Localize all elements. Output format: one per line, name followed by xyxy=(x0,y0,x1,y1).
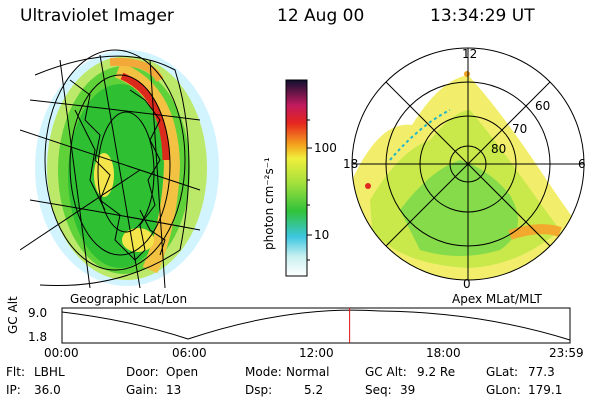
colorbar-tick-100: 100 xyxy=(314,141,337,155)
seq-value: 39 xyxy=(400,383,416,397)
ip-value: 36.0 xyxy=(34,383,61,397)
altitude-ytick-1-8: 1.8 xyxy=(28,330,48,344)
mlt-label-12: 12 xyxy=(462,47,478,61)
left-panel-caption: Geographic Lat/Lon xyxy=(70,292,188,306)
altitude-ylabel: GC Alt xyxy=(6,296,20,334)
instrument-title: Ultraviolet Imager xyxy=(20,6,174,26)
altitude-ytick-9: 9.0 xyxy=(28,306,48,320)
gain-label: Gain: xyxy=(126,383,158,397)
seq-label: Seq: xyxy=(365,383,392,397)
right-panel-caption: Apex MLat/MLT xyxy=(452,292,542,306)
dsp-label: Dsp: xyxy=(245,383,273,397)
time-label: 13:34:29 UT xyxy=(430,6,535,26)
door-label: Door: xyxy=(126,365,159,379)
mlt-label-6: 6 xyxy=(578,157,586,171)
glon-label: GLon: xyxy=(486,383,521,397)
gain-value: 13 xyxy=(166,383,182,397)
gcalt-value: 9.2 Re xyxy=(417,365,456,379)
glat-value: 77.3 xyxy=(528,365,555,379)
filter-label: Flt: xyxy=(6,365,25,379)
altitude-xtick-1800: 18:00 xyxy=(426,346,461,360)
glon-value: 179.1 xyxy=(528,383,563,397)
mode-value: Normal xyxy=(286,365,330,379)
altitude-xtick-0600: 06:00 xyxy=(172,346,207,360)
mlt-label-0: 0 xyxy=(463,277,471,291)
geo-projection xyxy=(20,49,219,288)
altitude-xtick-2359: 23:59 xyxy=(549,346,584,360)
altitude-xtick-0000: 00:00 xyxy=(44,346,79,360)
date-label: 12 Aug 00 xyxy=(277,6,365,26)
lat-label-80: 80 xyxy=(491,142,507,156)
filter-value: LBHL xyxy=(34,365,65,379)
colorbar-tick-10: 10 xyxy=(314,228,330,242)
glat-label: GLat: xyxy=(486,365,519,379)
mlt-label-18: 18 xyxy=(343,157,359,171)
lat-label-70: 70 xyxy=(512,122,528,136)
lat-label-60: 60 xyxy=(535,99,551,113)
ip-label: IP: xyxy=(6,383,21,397)
dsp-value: 5.2 xyxy=(304,383,324,397)
door-value: Open xyxy=(166,365,199,379)
mode-label: Mode: xyxy=(245,365,282,379)
altitude-xtick-1200: 12:00 xyxy=(299,346,334,360)
gcalt-label: GC Alt: xyxy=(365,365,407,379)
